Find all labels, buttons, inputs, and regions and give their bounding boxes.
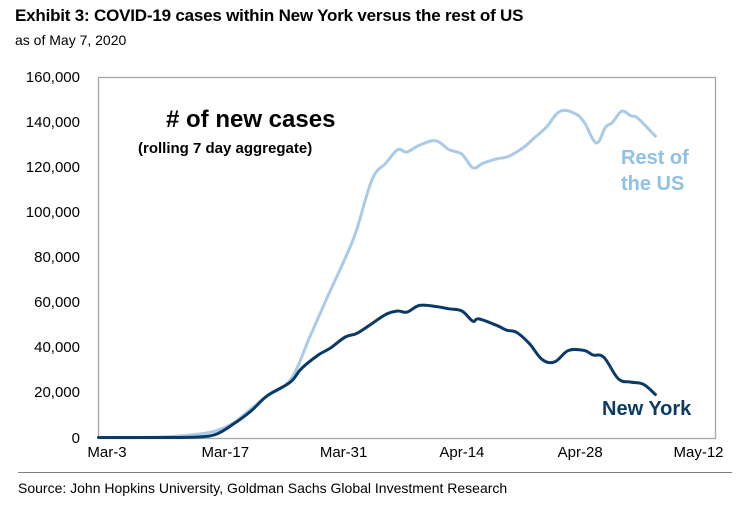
chart-annotation-title: # of new cases xyxy=(166,106,336,133)
y-tick-label: 60,000 xyxy=(34,294,80,312)
series-label-rest-of-us: Rest of the US xyxy=(621,145,689,197)
x-tick-label: May-12 xyxy=(673,444,724,461)
y-tick-label: 40,000 xyxy=(34,339,80,357)
y-tick-label: 140,000 xyxy=(25,113,80,131)
series-label-new-york: New York xyxy=(602,398,692,420)
plot-area-frame xyxy=(97,76,717,440)
source-note: Source: John Hopkins University, Goldman… xyxy=(18,480,508,496)
y-tick-label: 20,000 xyxy=(34,384,80,402)
footer-divider xyxy=(18,472,732,473)
series-line-rest-of-the-us xyxy=(97,108,657,440)
x-tick-label: Apr-14 xyxy=(439,444,485,461)
chart-subtitle: as of May 7, 2020 xyxy=(15,32,127,48)
series-layer xyxy=(97,108,657,440)
y-tick-label: 120,000 xyxy=(25,158,80,176)
chart-title: Exhibit 3: COVID-19 cases within New Yor… xyxy=(15,6,524,25)
series-line-new-york xyxy=(97,303,657,440)
x-tick-label: Mar-31 xyxy=(319,444,368,461)
y-tick-label: 0 xyxy=(71,429,80,447)
x-tick-label: Mar-3 xyxy=(87,444,127,461)
series-label-rest-of-us-line2: the US xyxy=(621,173,685,195)
y-tick-label: 80,000 xyxy=(34,249,80,266)
x-tick-label: Apr-28 xyxy=(557,444,603,461)
series-label-rest-of-us-line1: Rest of xyxy=(621,147,689,169)
x-tick-label: Mar-17 xyxy=(201,444,250,461)
chart-annotation-subtitle: (rolling 7 day aggregate) xyxy=(138,140,313,157)
y-tick-label: 160,000 xyxy=(25,68,80,86)
y-tick-label: 100,000 xyxy=(25,203,80,221)
